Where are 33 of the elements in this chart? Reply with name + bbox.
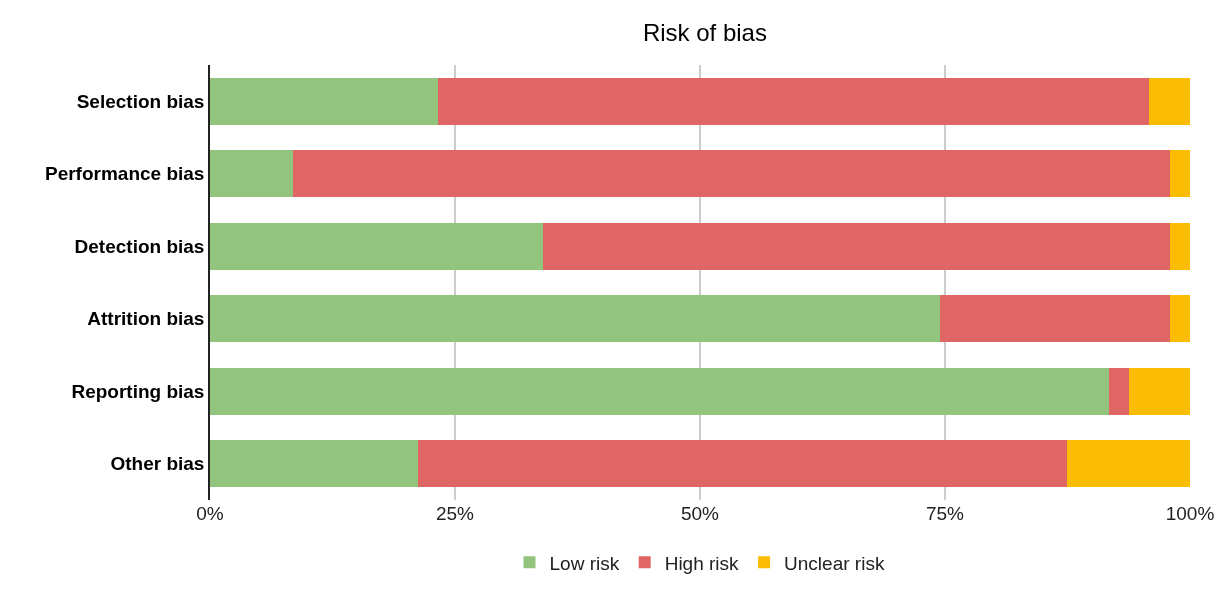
bar [1170,295,1190,343]
bar [438,77,1149,125]
x-tick-label: 25% [435,503,475,524]
bar [940,295,1171,343]
y-tick-label: Performance bias [44,163,205,185]
bar [1108,367,1130,415]
y-tick-label: Detection bias [74,235,205,257]
x-tick-label: 50% [680,503,720,524]
y-tick-label: Other bias [110,453,205,475]
bar [210,222,544,270]
x-tick-label: 0% [196,503,224,524]
legend-label: Low risk [549,552,620,574]
bar [1170,222,1190,270]
bar [210,367,1109,415]
y-tick-label: Reporting bias [71,380,205,402]
bar [1066,440,1190,488]
legend-label: High risk [664,552,740,574]
bar [210,440,418,488]
y-tick-label: Attrition bias [87,308,205,330]
legend-label: Unclear risk [784,552,885,574]
x-tick-label: 75% [925,503,965,524]
bar [1170,150,1190,198]
y-tick-label: Selection bias [76,90,205,112]
bar [210,77,439,125]
bar [293,150,1171,198]
bar [417,440,1067,488]
x-tick-label: 100% [1165,503,1215,524]
bar [210,295,941,343]
bar [543,222,1171,270]
chart-title: Risk of bias [642,18,767,46]
bar [1129,367,1190,415]
bar [210,150,294,198]
bar [1148,77,1190,125]
